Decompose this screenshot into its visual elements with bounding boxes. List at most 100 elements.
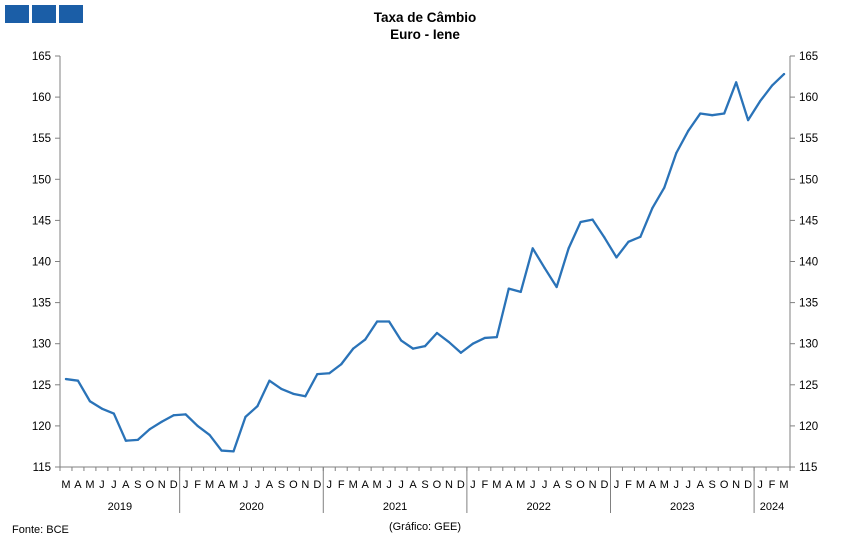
x-month-label: D [457,479,465,491]
x-year-label: 2020 [239,501,263,513]
x-month-label: D [313,479,321,491]
x-month-label: J [111,479,117,491]
data-point [376,320,379,323]
x-month-label: M [373,479,382,491]
x-month-label: D [744,479,752,491]
y-tick-label-right: 155 [799,133,818,145]
logo-block-1 [5,5,29,23]
x-month-label: J [255,479,261,491]
x-month-label: S [278,479,285,491]
x-year-label: 2021 [383,501,407,513]
x-year-label: 2023 [670,501,694,513]
data-point [663,186,666,189]
data-point [112,412,115,415]
x-month-label: F [338,479,345,491]
y-tick-label-right: 135 [799,298,818,310]
x-month-label: M [85,479,94,491]
data-point [244,415,247,418]
x-month-label: O [289,479,298,491]
x-month-label: M [61,479,70,491]
x-month-label: M [660,479,669,491]
data-point [340,363,343,366]
x-month-label: O [433,479,442,491]
x-month-label: N [158,479,166,491]
y-tick-label-right: 145 [799,215,818,227]
data-point [411,347,415,350]
data-point [184,413,187,416]
data-point [627,240,630,243]
x-month-label: M [349,479,358,491]
data-point [543,266,546,270]
x-month-label: N [732,479,740,491]
x-month-label: J [686,479,692,491]
x-month-label: M [205,479,214,491]
data-point [758,100,762,103]
data-point [280,387,283,391]
data-point [352,347,355,350]
x-month-label: O [145,479,154,491]
y-tick-label-left: 140 [32,257,51,269]
data-point [100,407,103,410]
brand-logo [5,5,83,23]
x-month-label: J [614,479,620,491]
y-tick-label-left: 125 [32,380,51,392]
x-month-label: N [589,479,597,491]
chart-credit: (Gráfico: GEE) [388,521,462,533]
data-point [124,439,127,442]
data-point [148,428,151,431]
data-point [256,405,259,408]
x-month-label: N [301,479,309,491]
x-month-label: F [194,479,201,491]
data-point [483,336,486,340]
x-month-label: J [243,479,249,491]
data-point [747,119,750,122]
x-month-label: A [122,479,130,491]
x-month-label: F [481,479,488,491]
y-tick-label-right: 130 [799,339,818,351]
data-point [220,449,223,452]
data-point [495,336,498,339]
x-year-label: 2022 [526,501,550,513]
x-month-label: S [565,479,572,491]
data-point [519,290,522,294]
data-point [196,424,199,427]
data-point [304,395,307,398]
y-tick-label-left: 120 [32,421,51,433]
x-month-label: A [74,479,82,491]
data-point [507,287,510,290]
data-point [782,72,786,76]
data-point [172,414,175,417]
x-month-label: M [229,479,238,491]
x-month-label: N [445,479,453,491]
data-point [639,235,642,238]
y-tick-label-left: 145 [32,215,51,227]
x-month-label: A [361,479,369,491]
data-point [268,379,271,382]
data-point [399,339,403,342]
data-point [687,129,690,132]
data-point [447,340,451,344]
x-month-label: A [649,479,657,491]
y-tick-label-left: 150 [32,174,51,186]
y-tick-label-left: 130 [32,339,51,351]
x-month-label: A [409,479,417,491]
logo-block-2 [32,5,56,23]
x-month-label: A [266,479,274,491]
data-point [364,338,367,341]
data-point [76,379,80,382]
x-month-label: M [636,479,645,491]
data-point [735,81,738,84]
x-month-label: J [757,479,763,491]
x-month-label: A [505,479,513,491]
x-month-label: M [492,479,501,491]
x-month-label: J [327,479,333,491]
data-point [292,392,295,395]
y-tick-label-right: 115 [799,462,817,474]
data-point [136,438,139,441]
y-tick-label-right: 120 [799,421,818,433]
x-month-label: J [183,479,189,491]
x-month-label: A [697,479,705,491]
x-month-label: F [769,479,776,491]
x-month-label: J [530,479,536,491]
chart-title: Taxa de Câmbio Euro - Iene [0,9,850,43]
